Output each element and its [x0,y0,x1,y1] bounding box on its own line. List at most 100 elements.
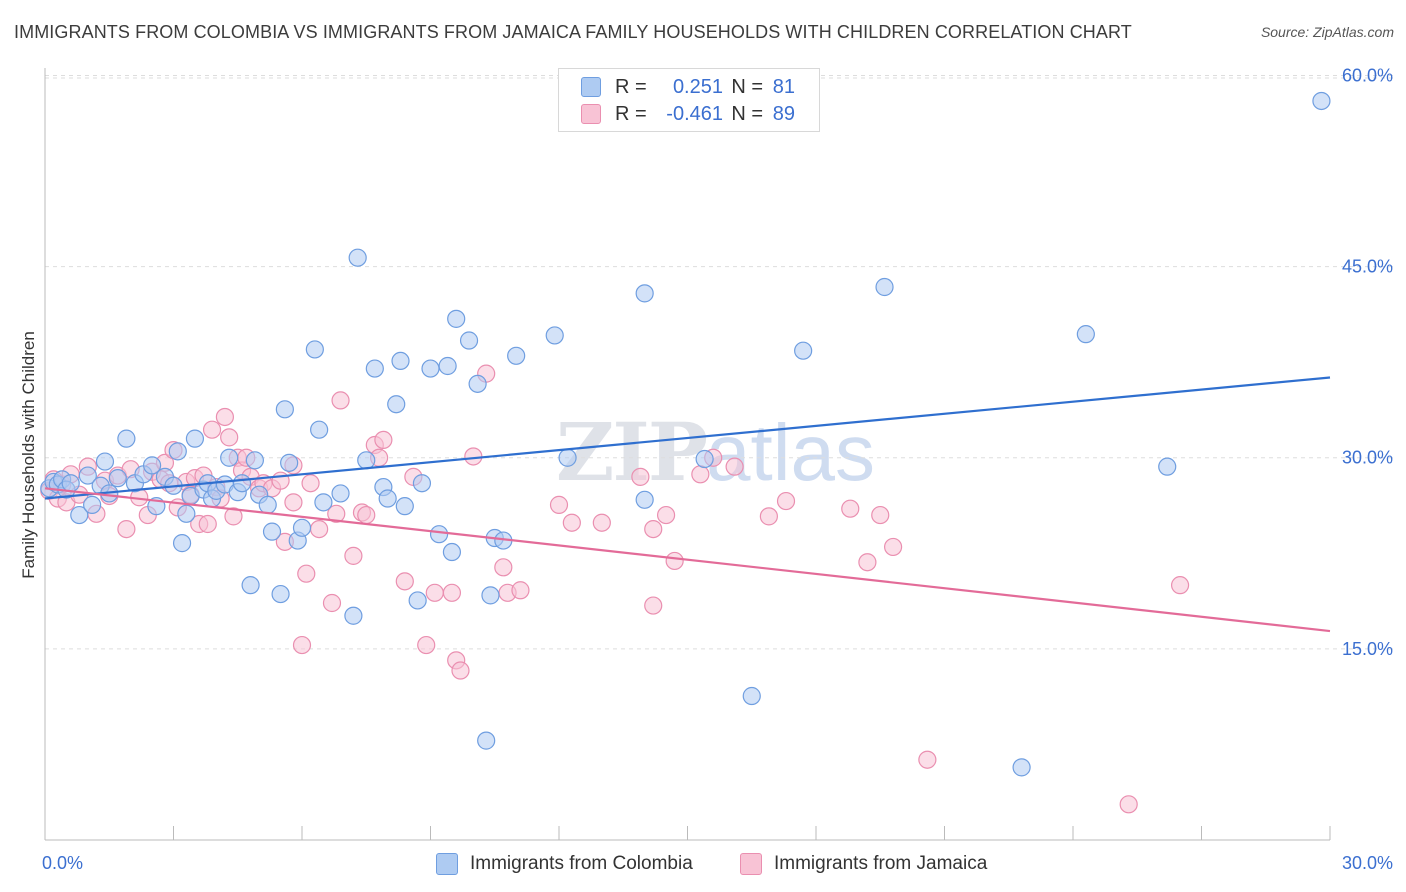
colombia-point [177,504,196,523]
colombia-point [378,489,397,508]
jamaica-point [297,564,316,583]
colombia-point [83,495,102,514]
y-tick-label: 60.0% [1342,65,1393,85]
legend-item-colombia[interactable]: Immigrants from Colombia [436,852,693,876]
colombia-point [61,474,80,493]
colombia-point [275,400,294,419]
legend-row-jamaica: R = -0.461 N = 89 [581,101,795,127]
jamaica-points [40,364,1190,814]
jamaica-point [198,514,217,534]
colombia-point [271,584,290,604]
axes [44,68,1331,841]
jamaica-point [549,495,569,514]
jamaica-swatch [740,853,762,875]
colombia-point [172,534,192,553]
r-value: 0.251 [672,75,723,98]
jamaica-point [918,750,937,769]
y-axis-label: Family Households with Children [19,331,38,579]
jamaica-point [511,581,530,600]
jamaica-point [665,551,684,571]
colombia-point [477,731,496,750]
colombia-point [310,420,329,439]
correlation-legend: R = 0.251 N = 81 R = -0.461 N = 89 [558,68,820,132]
colombia-point [185,429,205,448]
colombia-point [387,395,406,414]
colombia-point [241,576,260,595]
jamaica-point [357,505,376,525]
colombia-point [1158,457,1177,476]
r-label: R = [615,102,647,125]
y-tick-label: 15.0% [1342,639,1393,659]
colombia-point [1012,758,1031,777]
colombia-point [305,340,324,359]
jamaica-point [725,457,744,476]
colombia-point [635,490,654,509]
jamaica-point [464,447,483,466]
jamaica-point [215,407,234,427]
jamaica-point [1119,795,1138,814]
colombia-trend-line [44,376,1331,500]
jamaica-point [425,583,444,602]
colombia-swatch [581,77,601,97]
jamaica-point [202,420,222,439]
n-value: 81 [772,75,795,98]
jamaica-trend-line [44,487,1331,633]
colombia-point [875,277,894,297]
colombia-point [794,341,813,360]
colombia-point [442,542,462,562]
colombia-point [468,374,487,393]
colombia-point [408,591,427,610]
colombia-point [507,346,526,365]
jamaica-point [220,428,239,447]
x-tick-label: 30.0% [1342,853,1393,873]
jamaica-point [224,507,243,526]
chart-title: IMMIGRANTS FROM COLOMBIA VS IMMIGRANTS F… [14,22,1132,42]
colombia-point [459,331,479,350]
jamaica-point [451,661,470,680]
jamaica-point [344,546,363,565]
jamaica-point [395,572,414,591]
colombia-point [348,248,367,267]
trend-lines [44,376,1331,633]
colombia-point [545,326,564,345]
jamaica-point [301,474,320,493]
colombia-point [365,359,384,378]
jamaica-point [310,519,329,539]
legend-label-colombia: Immigrants from Colombia [470,853,693,874]
colombia-point [357,451,376,470]
jamaica-point [592,513,611,532]
colombia-point [245,451,264,470]
colombia-point [412,474,432,493]
colombia-point [280,453,299,472]
jamaica-point [644,596,663,615]
colombia-point [95,452,115,471]
r-label: R = [615,75,647,98]
colombia-point [742,686,761,706]
jamaica-point [117,519,136,539]
legend-row-colombia: R = 0.251 N = 81 [581,74,795,100]
jamaica-point [883,537,903,557]
colombia-point [558,448,577,467]
jamaica-point [759,507,778,526]
colombia-point [395,497,414,516]
jamaica-point [871,505,890,525]
colombia-point [108,469,127,488]
colombia-point [1076,325,1095,344]
jamaica-point [776,491,796,511]
colombia-swatch [436,853,458,875]
colombia-point [117,429,136,448]
r-value: -0.461 [666,102,723,125]
jamaica-point [417,635,436,655]
x-tick-label: 0.0% [42,853,83,873]
colombia-point [314,493,333,512]
y-tick-label: 45.0% [1342,257,1393,277]
colombia-point [1312,91,1331,111]
colombia-point [220,448,239,467]
colombia-point [262,522,282,541]
jamaica-swatch [581,104,601,124]
colombia-point [70,505,89,525]
legend-item-jamaica[interactable]: Immigrants from Jamaica [740,852,987,876]
colombia-point [292,518,312,537]
colombia-point [429,525,449,544]
